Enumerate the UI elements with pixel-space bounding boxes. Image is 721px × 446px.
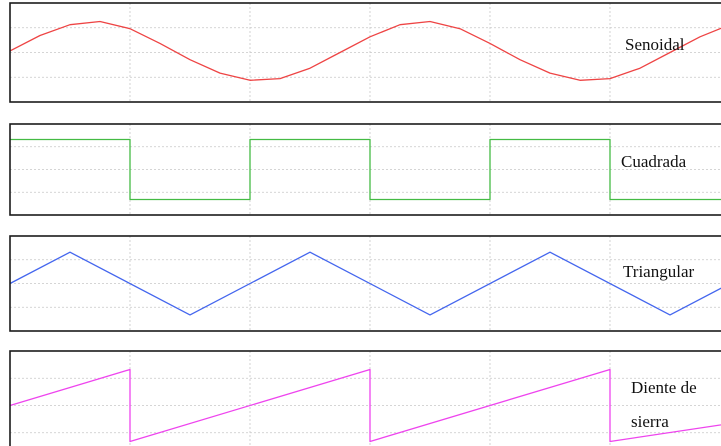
series-label: Senoidal <box>625 35 685 54</box>
panel-frame <box>9 350 721 446</box>
series-label: sierra <box>631 412 669 431</box>
waveform-panel: Triangular <box>9 235 721 332</box>
waveform-panel: Diente de sierra <box>9 350 721 446</box>
series-line-square <box>10 138 721 201</box>
waveform-panel: Cuadrada <box>9 123 721 216</box>
series-line-triangle <box>9 251 721 316</box>
series-label: Cuadrada <box>621 152 687 171</box>
series-label: Triangular <box>623 262 694 281</box>
panel-frame <box>9 123 721 216</box>
series-line-sine <box>9 20 721 81</box>
series-label: Diente de <box>631 378 697 397</box>
series-line-sawtooth <box>9 368 721 443</box>
waveform-panel: Senoidal <box>9 2 721 103</box>
panel-frame <box>9 235 721 332</box>
panel-frame <box>9 2 721 103</box>
